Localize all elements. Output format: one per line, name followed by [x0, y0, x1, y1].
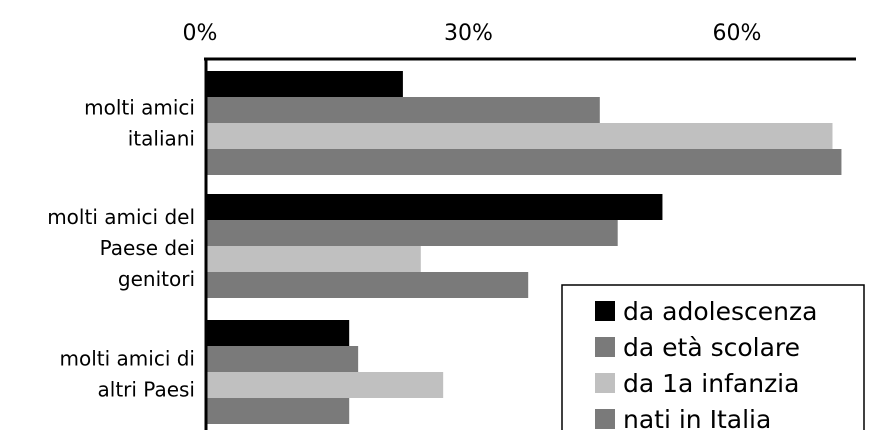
legend-label: da adolescenza [623, 297, 817, 326]
bar [206, 246, 421, 272]
legend-swatch [595, 301, 615, 321]
category-labels: molti amici italiani molti amici del Paese … [47, 96, 195, 402]
legend-swatch [595, 409, 615, 429]
x-tick-label: 30% [444, 21, 493, 46]
legend-label: da età scolare [623, 333, 800, 362]
bar [206, 71, 403, 97]
x-tick-label: 60% [713, 21, 762, 46]
axes [204, 57, 856, 430]
bar [206, 97, 600, 123]
bar [206, 372, 444, 398]
x-axis-ticks: 0% 30% 60% [183, 21, 762, 46]
bar [206, 272, 529, 298]
bar [206, 220, 618, 246]
category-label: altri Paesi [98, 378, 196, 402]
category-label: Paese dei [100, 236, 195, 260]
bar [206, 194, 663, 220]
bar [206, 320, 350, 346]
legend-swatch [595, 337, 615, 357]
category-label: genitori [118, 267, 195, 291]
category-label: molti amici [84, 96, 195, 120]
bar [206, 123, 833, 149]
bar [206, 346, 359, 372]
category-label: italiani [128, 127, 195, 151]
bars [206, 71, 842, 424]
legend-label: da 1a infanzia [623, 369, 799, 398]
bar [206, 149, 842, 175]
category-label: molti amici del [47, 205, 195, 229]
legend-label: nati in Italia [623, 405, 771, 430]
legend-swatch [595, 373, 615, 393]
legend: da adolescenza da età scolare da 1a infanz… [561, 284, 865, 430]
x-tick-label: 0% [183, 21, 218, 46]
bar [206, 398, 350, 424]
category-label: molti amici di [60, 347, 196, 371]
